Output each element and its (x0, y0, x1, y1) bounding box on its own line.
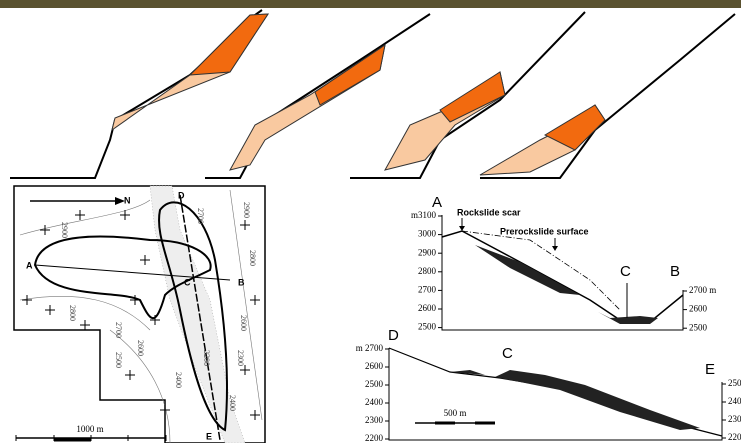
axis-label: 2900 (418, 247, 437, 257)
profile-de: 500 m D E C (388, 327, 722, 440)
point-label: C (620, 263, 631, 280)
axis-label: 2500 (689, 322, 708, 332)
point-label: D (178, 190, 185, 200)
photo-strip (0, 0, 741, 8)
scale-label: 500 m (444, 408, 467, 418)
axis-label: 2400 (365, 397, 384, 407)
contour-label: 2700 (114, 322, 123, 338)
axis-label: 2500 (365, 379, 384, 389)
slope-sketches (10, 10, 735, 178)
map: A B C D E N 2900 2700 2900 2800 2800 270… (14, 186, 265, 443)
axis-label: m3100 (411, 210, 437, 220)
axis-label: 2200 (728, 432, 741, 442)
point-label: C (184, 277, 191, 287)
axis-label: 2700 (418, 284, 437, 294)
axis-label: 2500 (418, 322, 437, 332)
contour-label: 2600 (239, 315, 248, 331)
axis-label: 2300 (728, 414, 741, 424)
axis-label: 3000 (418, 229, 437, 239)
point-label: D (388, 327, 399, 344)
axis-label: 2200 (365, 433, 384, 443)
annotation: Prerockslide surface (500, 226, 589, 236)
axis-label: 2600 (418, 303, 437, 313)
north-label: N (124, 195, 131, 205)
axis-label: 2600 (689, 304, 708, 314)
point-label: C (502, 345, 513, 362)
contour-label: 2200 (202, 350, 211, 366)
contour-label: 2900 (242, 202, 251, 218)
figure: A B C D E N 2900 2700 2900 2800 2800 270… (0, 0, 741, 443)
axis-label: 2800 (418, 266, 437, 276)
point-label: B (238, 277, 245, 287)
axis-label: 2400 (728, 396, 741, 406)
axis-label: 2600 (365, 361, 384, 371)
contour-label: 2800 (68, 305, 77, 321)
point-label: E (206, 431, 212, 441)
contour-label: 2500 (114, 352, 123, 368)
axis-label: m 2700 (356, 343, 384, 353)
point-label: A (26, 260, 33, 270)
profile-ab: A B C Rockslide scar Prerockslide surfac… (432, 194, 683, 330)
point-label: A (432, 194, 442, 211)
contour-label: 2300 (236, 350, 245, 366)
axis-label: 2300 (365, 415, 384, 425)
axis-label: 2700 m (689, 285, 716, 295)
scale-label: 1000 m (76, 424, 103, 434)
axis-label: 2500 m (728, 378, 741, 388)
contour-label: 2700 (196, 208, 205, 224)
contour-label: 2400 (228, 395, 237, 411)
contour-label: 2600 (136, 340, 145, 356)
contour-label: 2800 (248, 250, 257, 266)
contour-label: 2400 (174, 372, 183, 388)
contour-label: 2900 (60, 222, 69, 238)
point-label: E (705, 361, 715, 378)
point-label: B (670, 263, 680, 280)
annotation: Rockslide scar (457, 207, 521, 217)
